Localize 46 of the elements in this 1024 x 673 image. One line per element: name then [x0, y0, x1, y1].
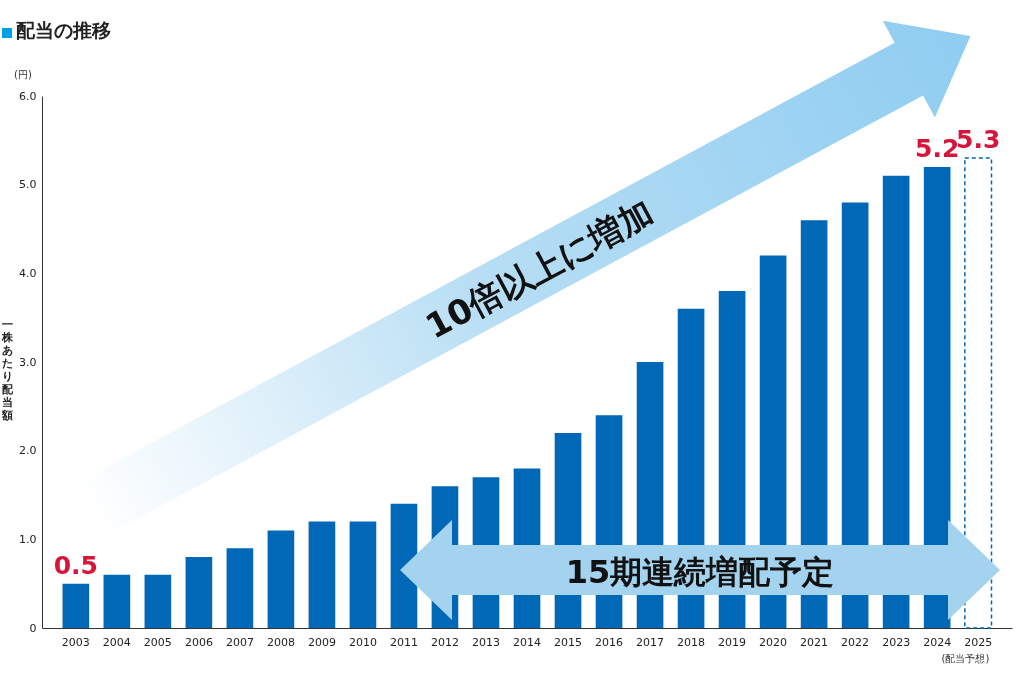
- x-tick-label: 2021: [800, 635, 829, 649]
- x-tick-label: 2024: [923, 635, 952, 649]
- x-tick-label: 2006: [184, 635, 213, 649]
- x-tick-label: 2020: [759, 635, 788, 649]
- x-tick-label: 2022: [841, 635, 870, 649]
- x-tick-label: 2016: [595, 635, 624, 649]
- y-tick-label: 5.0: [19, 178, 37, 192]
- x-tick-label: 2003: [61, 635, 90, 649]
- x-tick-label: 2025: [964, 635, 993, 649]
- x-tick-label: 2014: [513, 635, 541, 649]
- x-tick-label: 2017: [636, 635, 665, 649]
- y-tick-label: 6.0: [19, 89, 37, 103]
- text: (配当予想): [941, 652, 990, 666]
- y-axis-title: 一株あたり配当額: [1, 318, 13, 422]
- y-tick-label: 4.0: [19, 266, 37, 280]
- x-tick-label: 2012: [430, 635, 459, 649]
- annotation: 10倍以上に増加: [418, 191, 661, 347]
- bar: [267, 530, 295, 628]
- x-tick-label: 2008: [266, 635, 295, 649]
- x-tick-label: 2019: [718, 635, 747, 649]
- bar: [308, 521, 336, 628]
- y-tick-label: 0: [29, 621, 37, 635]
- x-tick-label: 2013: [471, 635, 500, 649]
- y-tick-label: 3.0: [19, 355, 37, 369]
- x-tick-label: 2023: [882, 635, 911, 649]
- bar: [144, 574, 172, 628]
- annotation: 15期連続増配予定: [565, 553, 835, 591]
- x-tick-label: 2015: [554, 635, 583, 649]
- bar: [103, 574, 131, 628]
- y-tick-label: 1.0: [19, 532, 37, 546]
- chart-title: 配当の推移: [16, 18, 111, 43]
- x-tick-label: 2005: [143, 635, 172, 649]
- x-tick-label: 2018: [677, 635, 706, 649]
- text: (円): [14, 68, 32, 82]
- bar: [349, 521, 377, 628]
- x-tick-label: 2010: [348, 635, 377, 649]
- x-tick-label: 2004: [102, 635, 131, 649]
- y-tick-label: 2.0: [19, 444, 37, 458]
- x-tick-label: 2007: [225, 635, 254, 649]
- x-tick-label: 2009: [307, 635, 336, 649]
- data-label: 0.5: [53, 550, 98, 580]
- bar: [185, 557, 213, 628]
- x-tick-label: 2011: [389, 635, 418, 649]
- bar: [964, 157, 993, 629]
- bar: [62, 583, 90, 628]
- bar: [226, 548, 254, 628]
